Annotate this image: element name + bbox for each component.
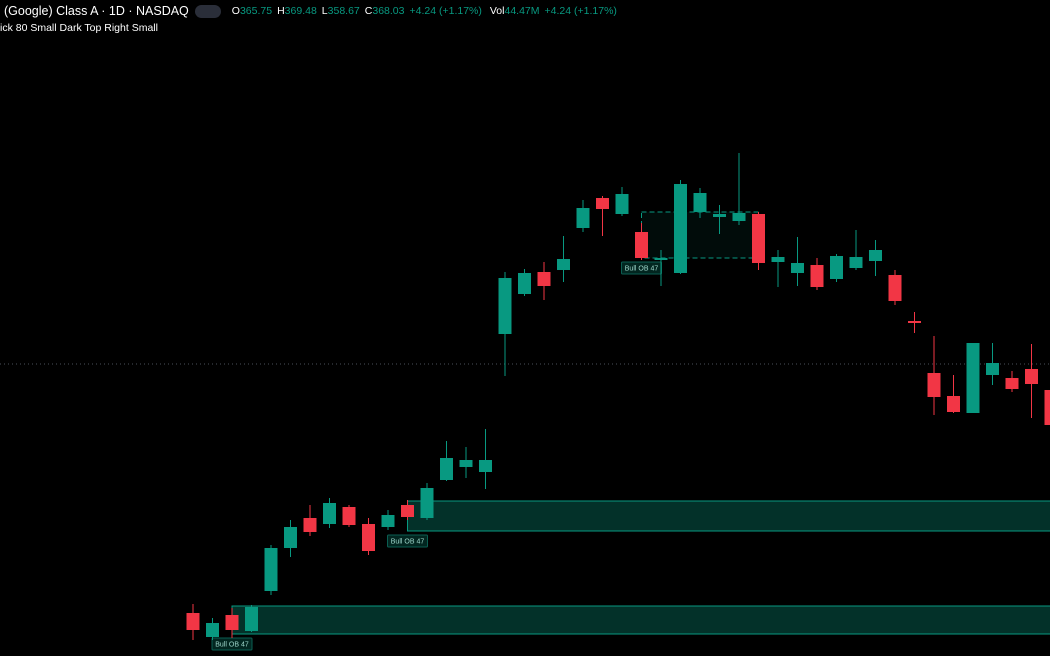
change: +4.24 (+1.17%)	[409, 5, 482, 17]
candle-body	[830, 256, 843, 279]
candle-body	[693, 193, 707, 212]
h-value: 369.48	[284, 5, 317, 17]
candle-body	[869, 250, 882, 261]
candle-body	[245, 607, 258, 631]
candle-body	[323, 503, 336, 524]
candle-body	[791, 263, 804, 273]
candle-body	[635, 232, 648, 258]
legend-header: (Google) Class A · 1D · NASDAQ O 365.75 H…	[4, 4, 617, 18]
order-block-label: Bull OB 47	[391, 538, 425, 545]
candle-body	[401, 505, 414, 517]
indicator-name[interactable]: ick 80 Small Dark Top Right Small	[0, 22, 158, 34]
order-block-label: Bull OB 47	[625, 265, 659, 272]
symbol[interactable]: (Google) Class A · 1D · NASDAQ	[4, 4, 189, 18]
candle-body	[479, 460, 492, 472]
order-block	[407, 500, 1050, 532]
candle-body	[284, 527, 297, 548]
candle-body	[732, 213, 746, 221]
candle-body	[654, 258, 668, 260]
order-block-label-bg	[387, 534, 428, 548]
vol-value: 44.47M	[504, 5, 540, 17]
candle-body	[674, 184, 687, 273]
vol-label: Vol	[489, 5, 505, 17]
o-label: O	[231, 5, 240, 17]
candle-body	[1044, 390, 1050, 425]
c-label: C	[364, 5, 373, 17]
candle-body	[206, 623, 219, 637]
l-label: L	[321, 5, 328, 17]
candle-body	[752, 214, 765, 263]
candle-body	[537, 272, 551, 286]
candle-body	[498, 278, 512, 334]
candle-body	[1025, 369, 1038, 384]
candle-body	[927, 373, 941, 397]
candle-body	[1005, 378, 1019, 389]
vol-change: +4.24 (+1.17%)	[544, 5, 617, 17]
c-value: 368.03	[372, 5, 405, 17]
candle-body	[264, 548, 278, 591]
order-block	[231, 605, 1050, 635]
l-value: 358.67	[327, 5, 360, 17]
candle-body	[557, 259, 570, 270]
candle-body	[966, 343, 980, 413]
candle-body	[615, 194, 629, 214]
candle-body	[596, 198, 609, 209]
candle-body	[576, 208, 590, 228]
candle-body	[518, 273, 531, 294]
candle-body	[986, 363, 999, 375]
candle-body	[713, 214, 726, 217]
candle-body	[440, 458, 453, 480]
candle-body	[381, 515, 395, 527]
icons[interactable]	[194, 4, 221, 18]
candle-body	[225, 615, 239, 630]
candle-body	[459, 460, 473, 467]
candle-body	[342, 507, 356, 525]
candle-body	[849, 257, 863, 268]
candle-body	[420, 488, 434, 518]
candle-body	[908, 321, 921, 323]
candle-body	[947, 396, 960, 412]
candle-body	[303, 518, 317, 532]
candle-body	[362, 524, 375, 551]
o-value: 365.75	[239, 5, 273, 17]
candle-body	[888, 275, 902, 301]
candle-body	[186, 613, 200, 630]
candle-body	[810, 265, 824, 287]
h-label: H	[277, 5, 285, 17]
order-block-label: Bull OB 47	[215, 641, 249, 648]
candle-body	[771, 257, 785, 262]
